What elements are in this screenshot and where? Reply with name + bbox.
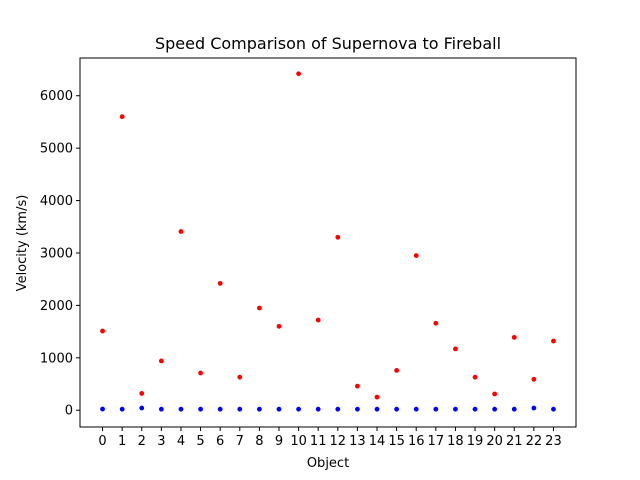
data-point xyxy=(355,383,360,389)
x-tick-label: 4 xyxy=(177,434,185,449)
x-tick-label: 11 xyxy=(310,434,327,449)
x-tick-label: 16 xyxy=(408,434,425,449)
x-tick-label: 19 xyxy=(467,434,484,449)
x-tick-label: 2 xyxy=(138,434,146,449)
y-tick-label: 4000 xyxy=(40,194,73,209)
data-point xyxy=(394,367,400,373)
x-tick-label: 14 xyxy=(369,434,386,449)
x-tick-label: 9 xyxy=(275,434,283,449)
data-point xyxy=(531,376,537,382)
data-point xyxy=(256,305,262,311)
x-tick-label: 6 xyxy=(216,434,224,449)
x-tick-label: 0 xyxy=(98,434,106,449)
y-tick-label: 5000 xyxy=(40,142,73,157)
data-point xyxy=(551,338,556,344)
data-point xyxy=(119,114,125,120)
x-tick-label: 10 xyxy=(290,434,307,449)
data-point xyxy=(276,406,282,412)
x-tick-label: 5 xyxy=(196,434,204,449)
x-tick-label: 21 xyxy=(506,434,523,449)
x-tick-label: 22 xyxy=(526,434,543,449)
x-tick-label: 1 xyxy=(118,434,126,449)
data-point xyxy=(413,253,419,259)
data-point xyxy=(158,358,164,364)
y-tick-label: 2000 xyxy=(40,299,73,314)
data-point xyxy=(198,406,203,412)
y-tick-label: 1000 xyxy=(40,351,73,366)
x-tick-label: 17 xyxy=(428,434,445,449)
data-point xyxy=(158,406,164,412)
x-tick-label: 13 xyxy=(349,434,366,449)
data-point xyxy=(119,406,125,412)
data-point xyxy=(492,391,498,397)
data-point xyxy=(178,406,184,412)
y-axis-label: Velocity (km/s) xyxy=(15,195,30,292)
data-point xyxy=(511,334,517,340)
x-tick-label: 8 xyxy=(255,434,263,449)
x-tick-label: 7 xyxy=(236,434,244,449)
data-point xyxy=(531,405,537,411)
x-tick-label: 23 xyxy=(545,434,562,449)
axes-frame xyxy=(79,57,577,428)
data-point xyxy=(276,323,282,329)
data-point xyxy=(472,374,478,380)
data-point xyxy=(433,406,439,412)
data-points xyxy=(100,71,556,412)
y-axis: 0 1000 2000 3000 4000 5000 6000 xyxy=(40,89,80,419)
y-tick-label: 0 xyxy=(65,404,73,419)
data-point xyxy=(139,405,145,411)
data-point xyxy=(355,406,360,412)
data-point xyxy=(335,406,341,412)
data-point xyxy=(335,234,341,240)
data-point xyxy=(453,406,458,412)
data-point xyxy=(511,406,517,412)
data-point xyxy=(394,406,400,412)
data-point xyxy=(256,406,262,412)
data-point xyxy=(100,406,105,412)
data-point xyxy=(413,406,419,412)
y-tick-label: 3000 xyxy=(40,246,73,261)
data-point xyxy=(296,406,301,412)
x-tick-label: 15 xyxy=(388,434,405,449)
x-axis-label: Object xyxy=(307,456,349,471)
data-point xyxy=(296,71,301,77)
x-axis: 0 1 2 3 4 5 6 7 8 9 10 11 12 13 14 15 16 17 18 19 20 21 22 23 xyxy=(98,427,562,449)
x-tick-label: 12 xyxy=(330,434,347,449)
data-point xyxy=(198,370,203,376)
data-point xyxy=(453,346,458,352)
data-point xyxy=(237,406,243,412)
data-point xyxy=(100,328,105,334)
data-point xyxy=(315,317,321,323)
x-tick-label: 20 xyxy=(486,434,503,449)
x-tick-label: 3 xyxy=(157,434,165,449)
plot-area xyxy=(79,57,577,428)
data-point xyxy=(492,406,498,412)
data-point xyxy=(374,394,380,400)
data-point xyxy=(217,406,223,412)
data-point xyxy=(139,391,145,396)
data-point xyxy=(237,374,243,380)
data-point xyxy=(551,406,556,412)
chart-title: Speed Comparison of Supernova to Firebal… xyxy=(155,34,501,53)
data-point xyxy=(178,229,184,234)
data-point xyxy=(472,406,478,412)
data-point xyxy=(374,406,380,412)
x-tick-label: 18 xyxy=(447,434,464,449)
data-point xyxy=(433,320,439,326)
y-tick-label: 6000 xyxy=(40,89,73,104)
data-point xyxy=(217,280,223,286)
data-point xyxy=(315,406,321,412)
